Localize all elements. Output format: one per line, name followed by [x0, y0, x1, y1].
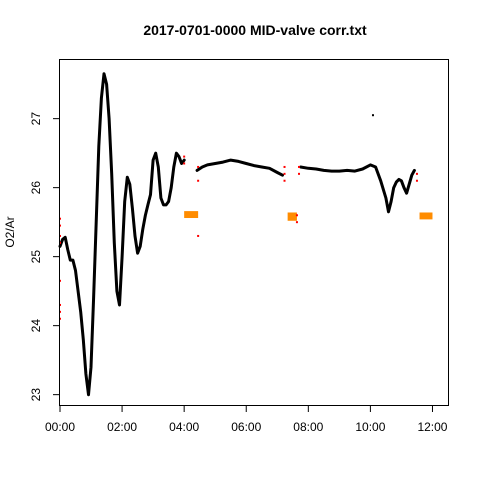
y-tick-label: 24 — [29, 319, 43, 333]
series-line — [301, 165, 415, 212]
y-tick-label: 26 — [29, 181, 43, 195]
data-point — [284, 180, 286, 182]
data-marks — [59, 74, 432, 395]
data-point — [372, 114, 374, 116]
data-point — [298, 166, 300, 168]
x-tick-label: 06:00 — [231, 420, 261, 434]
x-tick-label: 12:00 — [417, 420, 447, 434]
plot-frame — [60, 60, 449, 406]
y-axis: 23 24 25 26 27 — [29, 112, 60, 402]
measurement-cluster — [184, 211, 198, 218]
x-tick-label: 00:00 — [45, 420, 75, 434]
y-tick-label: 23 — [29, 388, 43, 402]
measurement-cluster — [420, 212, 433, 219]
measurement-cluster — [288, 212, 297, 220]
data-point — [298, 173, 300, 175]
data-point — [197, 235, 199, 237]
chart-title: 2017-0701-0000 MID-valve corr.txt — [143, 22, 367, 38]
x-axis: 00:00 02:00 04:00 06:00 08:00 10:00 12:00 — [45, 406, 448, 435]
x-tick-label: 08:00 — [293, 420, 323, 434]
data-point — [296, 221, 298, 223]
data-point — [284, 173, 286, 175]
data-point — [284, 166, 286, 168]
data-point — [296, 214, 298, 216]
x-tick-label: 04:00 — [169, 420, 199, 434]
data-point — [416, 180, 418, 182]
y-tick-label: 27 — [29, 112, 43, 126]
x-tick-label: 02:00 — [107, 420, 137, 434]
data-point — [183, 163, 185, 165]
data-point — [416, 173, 418, 175]
y-tick-label: 25 — [29, 250, 43, 264]
y-axis-label: O2/Ar — [3, 216, 17, 247]
data-point — [197, 166, 199, 168]
data-point — [183, 156, 185, 158]
data-point — [197, 180, 199, 182]
series-line — [197, 160, 282, 175]
series-line — [60, 74, 184, 395]
x-tick-label: 10:00 — [355, 420, 385, 434]
